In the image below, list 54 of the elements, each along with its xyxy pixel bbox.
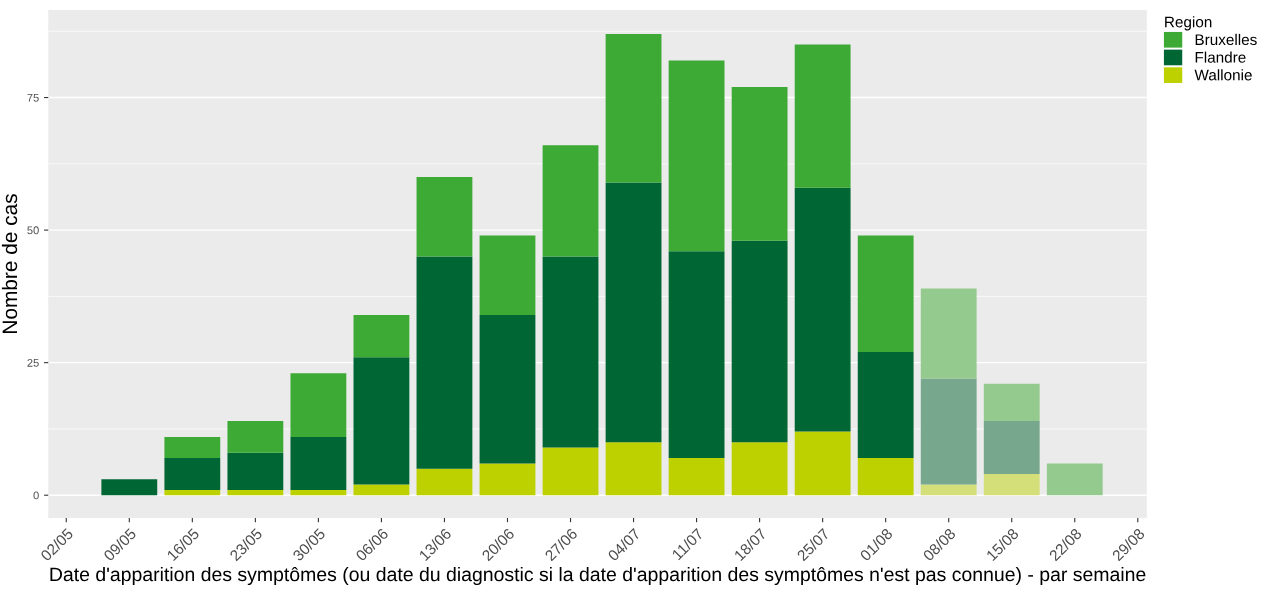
bar	[857, 235, 914, 353]
bar	[479, 314, 536, 464]
bar	[920, 378, 977, 485]
bar	[353, 314, 410, 358]
x-axis-title: Date d'apparition des symptômes (ou date du diagnostic si la date d'apparition des symptômes n'est pas connue) - par semaine	[50, 566, 1146, 586]
y-tick-label: 25	[27, 358, 39, 367]
legend-label: Bruxelles	[1195, 33, 1257, 46]
bar	[794, 44, 851, 188]
bar	[164, 436, 221, 459]
bar	[605, 33, 662, 183]
bar	[731, 442, 788, 496]
bar	[668, 251, 725, 459]
bar	[1046, 463, 1103, 496]
bar	[290, 436, 347, 490]
legend-title: Region	[1165, 16, 1212, 31]
bar	[920, 484, 977, 496]
bar	[542, 256, 599, 448]
bar	[794, 187, 851, 432]
bar	[920, 288, 977, 379]
bar	[983, 473, 1040, 496]
bar	[164, 489, 221, 496]
bar	[857, 352, 914, 459]
bar	[227, 452, 284, 490]
bar	[542, 145, 599, 257]
bar	[983, 420, 1040, 474]
bar	[416, 468, 473, 496]
bar	[227, 420, 284, 453]
bar	[479, 235, 536, 315]
bar	[605, 442, 662, 496]
bar	[668, 60, 725, 252]
bar	[668, 458, 725, 496]
bar	[101, 479, 158, 496]
bar	[731, 240, 788, 443]
bar	[542, 447, 599, 496]
bar	[794, 431, 851, 496]
bar	[164, 458, 221, 490]
bar	[290, 373, 347, 437]
y-tick-label: 75	[27, 93, 39, 102]
legend-label: Flandre	[1195, 51, 1246, 63]
bar	[290, 489, 347, 496]
bar	[857, 458, 914, 496]
y-tick-label: 0	[33, 491, 39, 500]
bar	[479, 463, 536, 496]
y-axis-title: Nombre de cas	[1, 194, 18, 333]
bar	[353, 484, 410, 496]
bar	[353, 357, 410, 485]
legend-label: Wallonie	[1194, 69, 1252, 81]
bar	[731, 86, 788, 241]
bar	[416, 256, 473, 469]
bar	[983, 383, 1040, 421]
y-tick-label: 50	[27, 226, 39, 235]
bar	[605, 182, 662, 443]
bar	[416, 177, 473, 257]
bar	[227, 489, 284, 496]
